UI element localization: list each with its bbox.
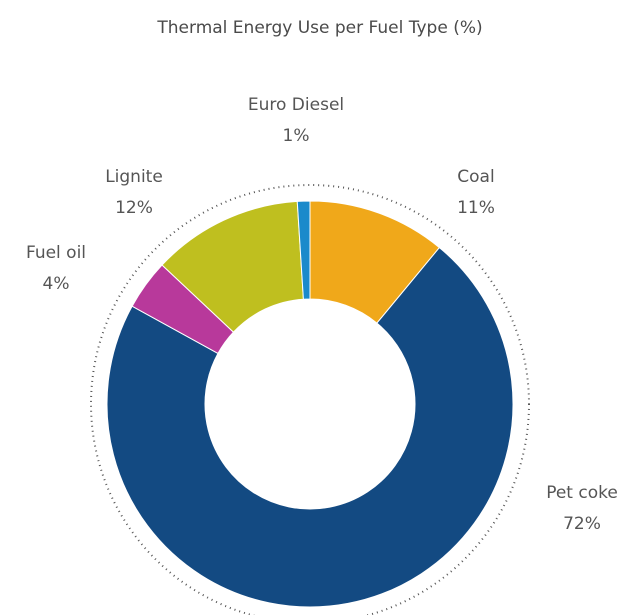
slice-label: Pet coke [546, 483, 618, 503]
dotted-ring [90, 184, 530, 615]
donut-slice [296, 200, 311, 300]
slice-value-label: 11% [457, 198, 495, 218]
slice-label: Euro Diesel [248, 95, 344, 115]
slice-label: Lignite [105, 167, 163, 187]
slice-value-label: 4% [43, 274, 70, 294]
slice-value-label: 1% [283, 126, 310, 146]
donut-slice [106, 246, 514, 608]
slice-label: Coal [457, 167, 494, 187]
slice-label: Fuel oil [26, 243, 86, 263]
slice-value-label: 12% [115, 198, 153, 218]
chart-title: Thermal Energy Use per Fuel Type (%) [156, 18, 482, 38]
slice-value-label: 72% [563, 514, 601, 534]
